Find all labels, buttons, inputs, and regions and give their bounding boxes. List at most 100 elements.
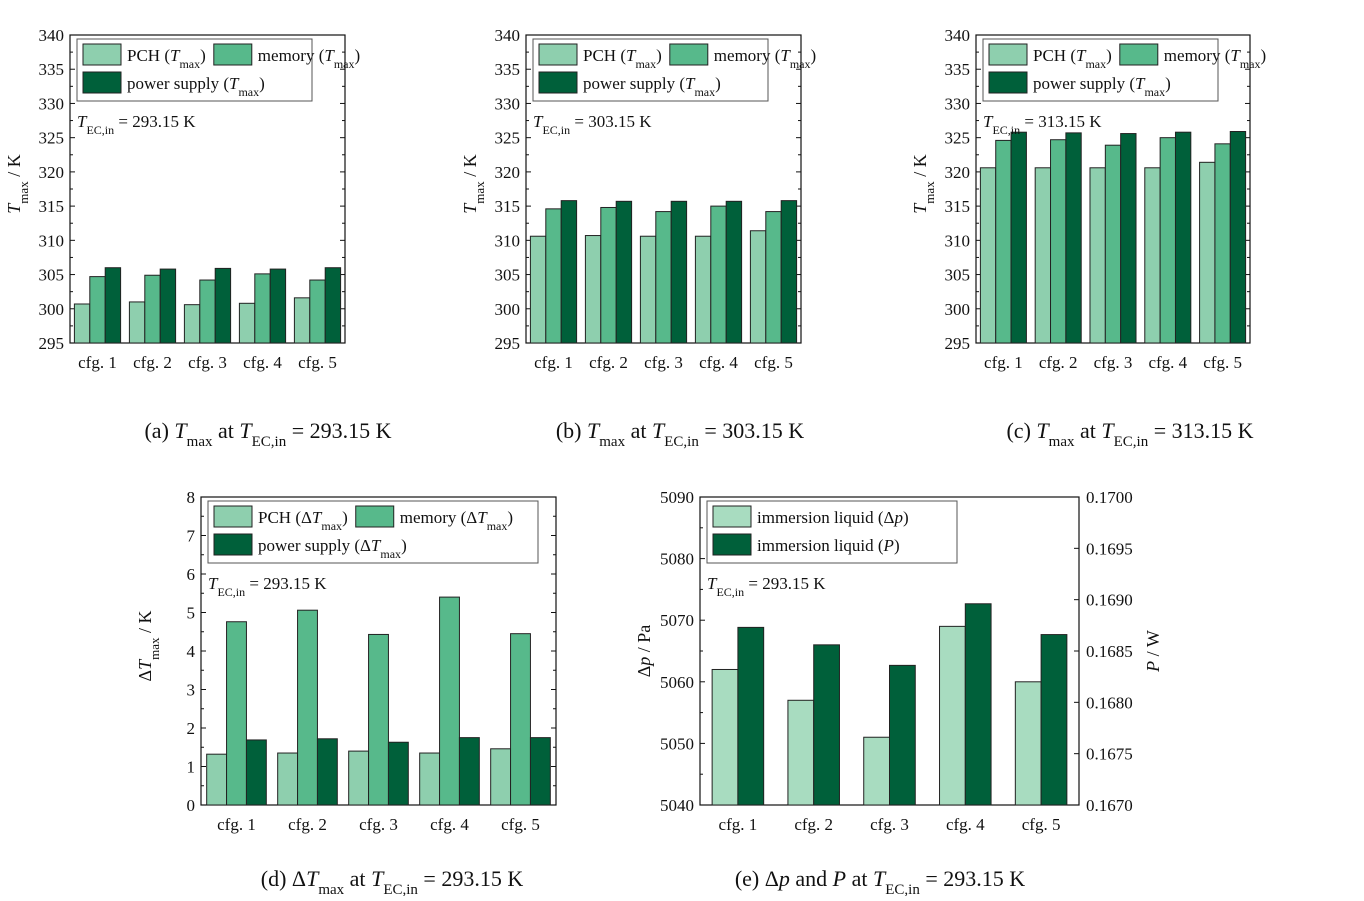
y-tick-label: 330 [945,94,971,113]
bar-c-s1-c2 [1104,144,1122,344]
bar-d-s0-c4 [490,748,512,806]
y-tick-label: 330 [495,94,521,113]
x-tick-label: cfg. 5 [754,353,793,372]
caption-b: (b) Tmax at TEC,in = 303.15 K [556,418,804,450]
y-axis-label: Tmax / K [460,154,487,213]
bar-c-s2-c1 [1065,132,1082,344]
legend-swatch [213,43,253,66]
legend-swatch [669,43,709,66]
x-tick-label: cfg. 5 [501,815,540,834]
y-tick-label: 340 [945,26,971,45]
x-tick-label: cfg. 4 [946,815,985,834]
y-tick-label: 4 [187,642,196,661]
caption-d: (d) ΔTmax at TEC,in = 293.15 K [261,866,524,896]
bar-c-s1-c3 [1159,137,1176,344]
x-tick-label: cfg. 2 [288,815,327,834]
bar-a-s0-c1 [128,301,146,344]
y-tick-label: 315 [945,197,971,216]
y-tick-label: 5080 [660,550,694,569]
x-tick-label: cfg. 1 [78,353,117,372]
legend: PCH (ΔTmax) memory (ΔTmax) power supply (Δ… [207,500,539,564]
y2-tick-label: 0.1685 [1086,642,1133,661]
y-tick-label: 335 [39,60,65,79]
bar-a-s1-c1 [144,274,161,344]
bar-b-s1-c0 [545,208,562,344]
bar-a-s2-c1 [159,268,177,344]
legend: PCH (Tmax) memory (Tmax) power supply (Tma… [76,38,360,102]
x-tick-label: cfg. 3 [188,353,227,372]
bar-e-s0-c4 [1014,681,1042,806]
bar-b-s1-c1 [600,206,617,344]
y-tick-label: 5040 [660,796,694,815]
x-tick-label: cfg. 2 [133,353,172,372]
bar-b-s0-c3 [694,235,712,344]
chart-c: 295 300 305 310 315 320 325 330 335 340 Tmax / K cf… [910,26,1266,450]
bar-b-s2-c3 [725,200,743,344]
y-tick-label: 315 [495,197,521,216]
bar-d-s2-c0 [245,739,267,806]
bar-d-s0-c2 [348,750,370,806]
y-tick-label: 325 [39,129,65,148]
y-tick-label: 305 [39,266,65,285]
y-tick-label: 335 [495,60,521,79]
y2-tick-label: 0.1670 [1086,796,1133,815]
y2-tick-label: 0.1695 [1086,539,1133,558]
bar-b-s0-c1 [584,235,602,344]
bar-d-s0-c3 [419,752,441,806]
bar-b-s2-c1 [615,200,633,344]
bar-c-s1-c1 [1050,139,1067,344]
bar-b-s2-c2 [670,200,688,344]
bar-a-s2-c3 [269,268,287,344]
y-tick-label: 320 [495,163,521,182]
legend-label: PCH (Tmax) [127,46,206,71]
y-axis-label: ΔTmax / K [135,611,162,682]
bar-e-s1-c1 [813,644,840,806]
bar-e-s1-c4 [1040,634,1068,806]
bar-c-s2-c2 [1120,133,1137,344]
y-tick-label: 295 [945,334,971,353]
legend-label: PCH (ΔTmax) [258,508,348,533]
bar-e-s1-c3 [964,603,992,806]
legend-label: power supply (Tmax) [127,74,265,99]
bar-a-s2-c4 [324,267,342,344]
bar-e-s0-c3 [939,625,966,806]
legend-label: memory (Tmax) [714,46,816,71]
x-tick-label: cfg. 1 [534,353,573,372]
bar-a-s1-c3 [254,273,271,344]
y-tick-label: 320 [945,163,971,182]
bar-e-s0-c1 [787,699,815,806]
y-tick-label: 7 [187,527,196,546]
legend-label: power supply (Tmax) [583,74,721,99]
bar-c-s2-c0 [1010,131,1027,344]
y-tick-label: 310 [945,231,971,250]
y-tick-label: 340 [495,26,521,45]
bar-c-s0-c1 [1034,167,1052,344]
bar-e-s1-c0 [737,626,765,806]
annotation: TEC,in = 293.15 K [707,574,826,599]
y-tick-label: 5050 [660,734,694,753]
y-tick-label: 325 [945,129,971,148]
x-tick-label: cfg. 5 [298,353,337,372]
bar-d-s2-c4 [529,737,551,806]
bar-e-s0-c0 [711,668,739,806]
legend-swatch [988,71,1028,94]
y-tick-label: 315 [39,197,65,216]
legend-label: power supply (Tmax) [1033,74,1171,99]
y-tick-label: 5090 [660,488,694,507]
bar-d-s0-c0 [206,753,228,806]
y-tick-label: 300 [39,300,65,319]
bar-b-s0-c2 [639,235,657,344]
annotation: TEC,in = 293.15 K [208,574,327,599]
bar-b-s1-c2 [655,211,672,344]
legend-label: memory (Tmax) [258,46,360,71]
y-tick-label: 1 [187,758,196,777]
legend: PCH (Tmax) memory (Tmax) power supply (Tma… [982,38,1266,102]
y-tick-label: 305 [495,266,521,285]
y-tick-label: 3 [187,681,196,700]
x-tick-label: cfg. 5 [1203,353,1242,372]
bar-c-s1-c4 [1214,143,1231,344]
bar-a-s2-c0 [104,267,122,344]
caption-a: (a) Tmax at TEC,in = 293.15 K [144,418,391,450]
x-tick-label: cfg. 1 [217,815,256,834]
y-tick-label: 330 [39,94,65,113]
